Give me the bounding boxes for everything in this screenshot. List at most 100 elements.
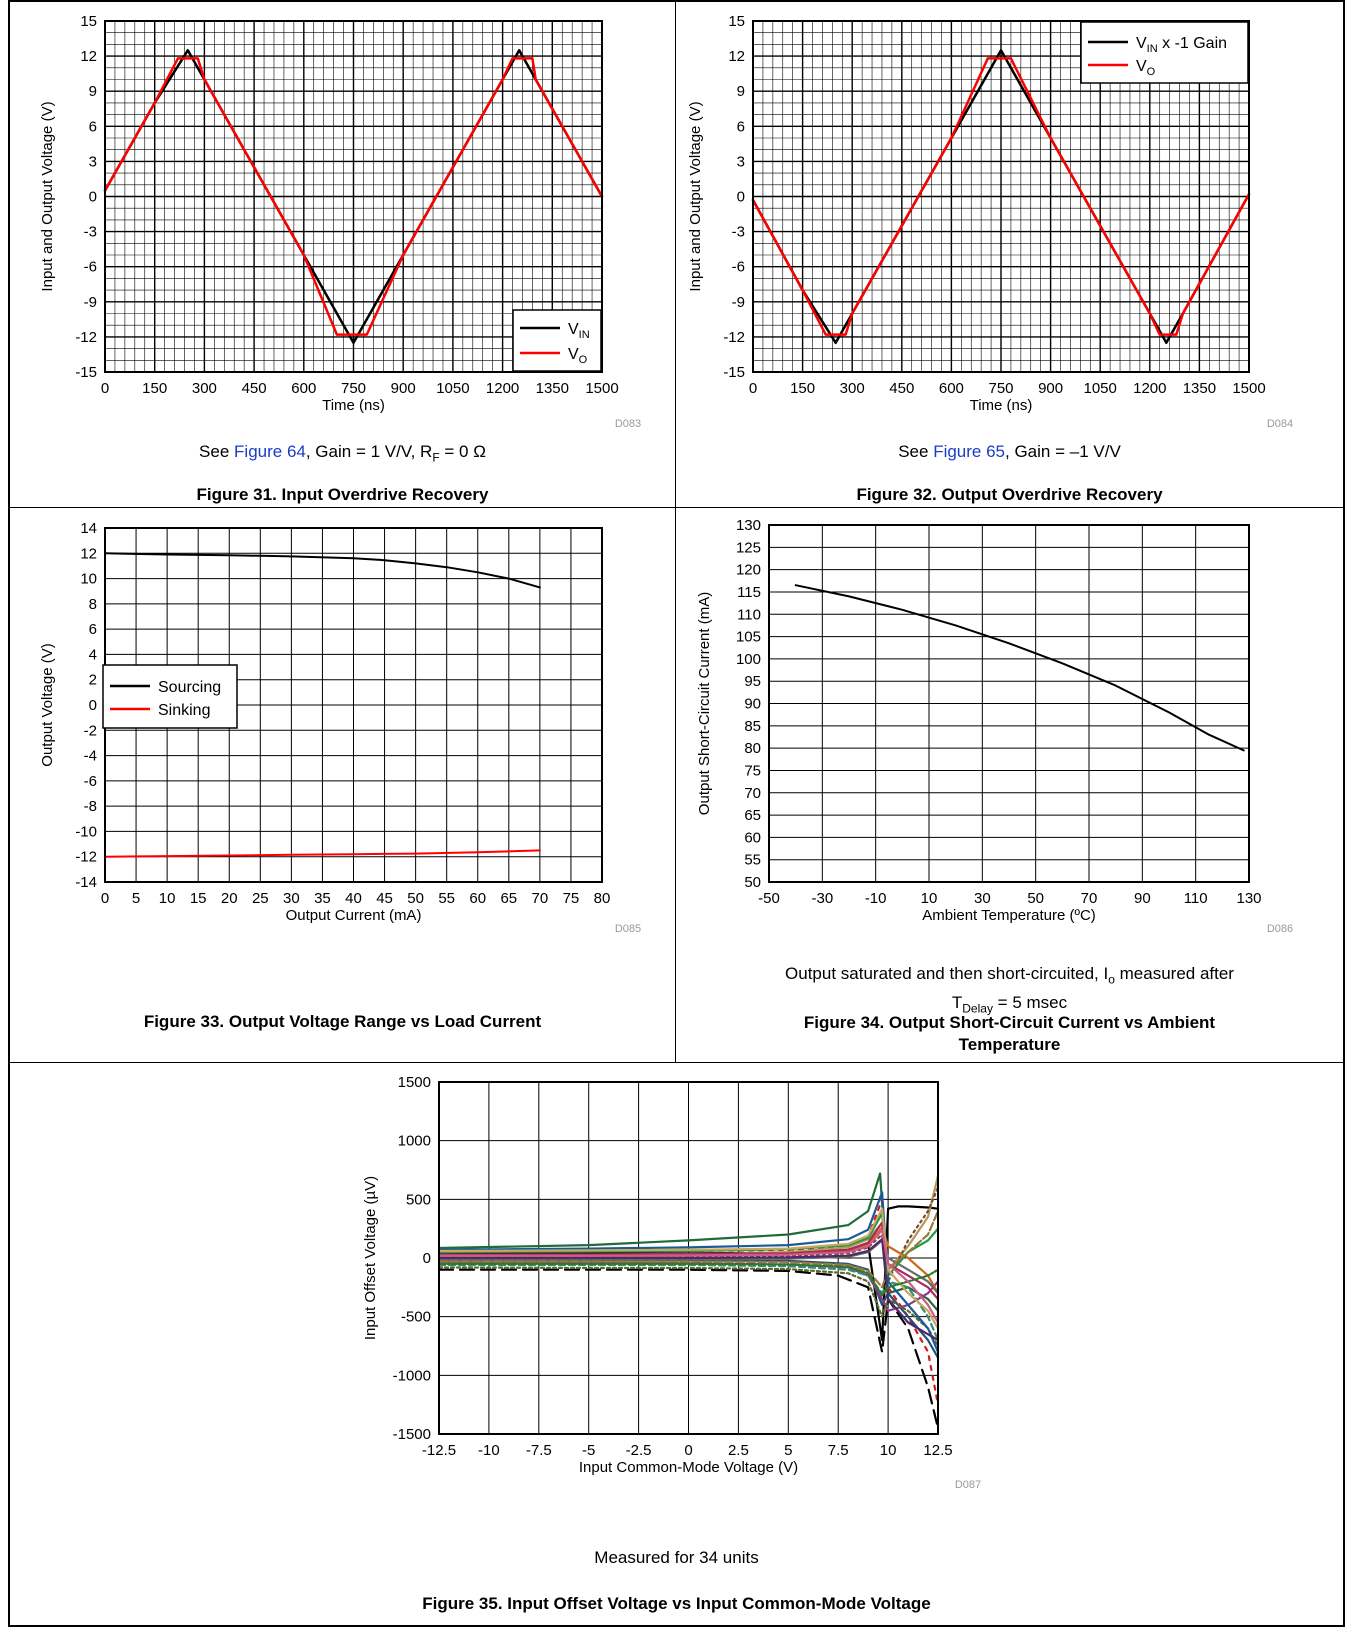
fig33-xtick-label: 65 xyxy=(500,890,517,907)
fig33-series-0-line xyxy=(104,552,541,589)
fig35-series-1-line xyxy=(437,1268,940,1430)
fig33-y-axis-label: Output Voltage (V) xyxy=(39,643,56,766)
fig34-ytick-label: 130 xyxy=(736,517,761,534)
fig31-ytick-label: -6 xyxy=(84,259,97,276)
fig31-chart: 0 150 300 450 600 750 900 1050 1200 1350 1500 15 12 9… xyxy=(39,13,641,430)
fig34-plot-frame xyxy=(768,524,1250,883)
fig31-plot-frame xyxy=(104,20,603,373)
fig35-xtick-label: -10 xyxy=(478,1442,500,1459)
fig32-note-prefix: See xyxy=(898,442,934,461)
frame-bottom xyxy=(8,1625,1345,1627)
fig33-code: D085 xyxy=(615,923,641,935)
fig31-title: Figure 31. Input Overdrive Recovery xyxy=(196,485,489,504)
fig34-x-axis-label: Ambient Temperature (ºC) xyxy=(922,907,1096,924)
fig33-xtick-label: 10 xyxy=(159,890,176,907)
fig33-legend-box xyxy=(102,664,238,729)
fig34-ytick-label: 115 xyxy=(737,584,761,601)
fig34-ytick-label: 100 xyxy=(736,651,761,668)
fig32-title: Figure 32. Output Overdrive Recovery xyxy=(856,485,1163,504)
fig31-note-tail: = 0 Ω xyxy=(439,442,486,461)
figure-65-link[interactable]: Figure 65 xyxy=(933,442,1006,461)
fig31-xtick-label: 1350 xyxy=(536,380,569,397)
fig33-xtick-label: 75 xyxy=(563,890,580,907)
fig35-y-axis-label: Input Offset Voltage (µV) xyxy=(362,1176,379,1340)
fig33-legend-label: Sinking xyxy=(158,702,210,719)
fig34-ytick-label: 65 xyxy=(744,807,761,824)
fig35-ytick-label: 1500 xyxy=(398,1074,431,1091)
figure-64-link[interactable]: Figure 64 xyxy=(234,442,306,461)
fig34-ytick-label: 75 xyxy=(744,762,761,779)
fig32-ytick-label: -3 xyxy=(732,224,745,241)
fig34-chart: -50 -30 -10 10 30 50 70 90 110 130 130 125 120 115 110… xyxy=(696,517,1293,935)
fig31-legend-label: VO xyxy=(568,346,588,366)
fig34-note-line2-b: = 5 msec xyxy=(992,993,1068,1013)
fig32-xtick-label: 600 xyxy=(939,380,964,397)
fig31-code: D083 xyxy=(615,418,641,430)
fig32-xtick-label: 900 xyxy=(1038,380,1063,397)
fig35-note: Measured for 34 units xyxy=(594,1548,759,1567)
fig35-xtick-label: 5 xyxy=(784,1442,792,1459)
fig31-ytick-label: -15 xyxy=(75,364,97,381)
fig32-xtick-label: 450 xyxy=(889,380,914,397)
fig31-ytick-label: 6 xyxy=(89,118,97,135)
fig33-series-1-line xyxy=(104,849,541,858)
fig32-ytick-label: -9 xyxy=(732,294,745,311)
fig33-ytick-label: -6 xyxy=(84,773,97,790)
fig34-ytick-label: 60 xyxy=(744,829,761,846)
fig32-legend-label: VIN x -1 Gain xyxy=(1136,35,1227,55)
fig31-note: See Figure 64, Gain = 1 V/V, RF = 0 Ω xyxy=(10,442,675,464)
fig33-xtick-label: 20 xyxy=(221,890,238,907)
fig34-title-line2: Temperature xyxy=(958,1035,1061,1054)
fig34-ytick-label: 125 xyxy=(736,539,761,556)
frame-row2-divider xyxy=(8,1062,1345,1063)
frame-col-divider xyxy=(675,0,676,1062)
fig32-ytick-label: 0 xyxy=(737,189,745,206)
fig34-series-0-line xyxy=(794,584,1245,752)
fig33-ytick-label: 0 xyxy=(89,697,97,714)
fig33-ytick-label: 8 xyxy=(89,596,97,613)
fig31-legend-box xyxy=(512,309,602,372)
fig35-xtick-label: -12.5 xyxy=(422,1442,456,1459)
fig34-note-line1: Output saturated and then short-circuite… xyxy=(676,962,1343,991)
fig35-series-10-line xyxy=(437,1212,940,1277)
fig34-ytick-label: 85 xyxy=(744,718,761,735)
fig35-xtick-label: -7.5 xyxy=(526,1442,552,1459)
fig32-code: D084 xyxy=(1267,418,1293,430)
fig34-note: Output saturated and then short-circuite… xyxy=(676,962,1343,1021)
fig32-note: See Figure 65, Gain = –1 V/V xyxy=(676,442,1343,462)
fig32-ytick-label: -15 xyxy=(723,364,745,381)
fig33-xtick-label: 25 xyxy=(252,890,269,907)
fig33-ytick-label: -8 xyxy=(84,798,97,815)
fig34-title: Figure 34. Output Short-Circuit Current … xyxy=(676,1012,1343,1056)
fig34-ytick-label: 50 xyxy=(744,874,761,891)
fig33-xtick-label: 60 xyxy=(469,890,486,907)
fig35-code: D087 xyxy=(955,1479,981,1491)
fig33-ytick-label: -10 xyxy=(75,823,97,840)
fig35-xtick-label: -2.5 xyxy=(626,1442,652,1459)
fig33-legend-label: Sourcing xyxy=(158,679,221,696)
frame-left xyxy=(8,0,10,1627)
fig35-ytick-label: -1500 xyxy=(393,1426,431,1443)
fig34-note-line2-sub: Delay xyxy=(962,1001,993,1016)
fig33-xtick-label: 30 xyxy=(283,890,300,907)
fig34-xtick-label: 30 xyxy=(974,890,991,907)
fig33-xtick-label: 70 xyxy=(532,890,549,907)
fig32-legend-box xyxy=(1080,21,1249,84)
fig33-ytick-label: -14 xyxy=(75,874,97,891)
fig32-xtick-label: 1050 xyxy=(1084,380,1117,397)
fig33-x-axis-label: Output Current (mA) xyxy=(286,907,422,924)
fig35-series-6-line xyxy=(437,1259,940,1359)
fig32-xtick-label: 1200 xyxy=(1133,380,1166,397)
fig31-xtick-label: 750 xyxy=(341,380,366,397)
fig33-xtick-label: 50 xyxy=(407,890,424,907)
fig32-ytick-label: 6 xyxy=(737,118,745,135)
fig32-xtick-label: 150 xyxy=(790,380,815,397)
fig34-xtick-label: -50 xyxy=(758,890,780,907)
fig34-ytick-label: 120 xyxy=(736,562,761,579)
fig34-note-line1-b: measured after xyxy=(1114,964,1234,983)
fig31-series-1-line xyxy=(103,57,604,336)
fig33-xtick-label: 55 xyxy=(438,890,455,907)
fig31-xtick-label: 150 xyxy=(142,380,167,397)
fig33-ytick-label: 6 xyxy=(89,621,97,638)
fig34-ytick-label: 105 xyxy=(736,629,761,646)
